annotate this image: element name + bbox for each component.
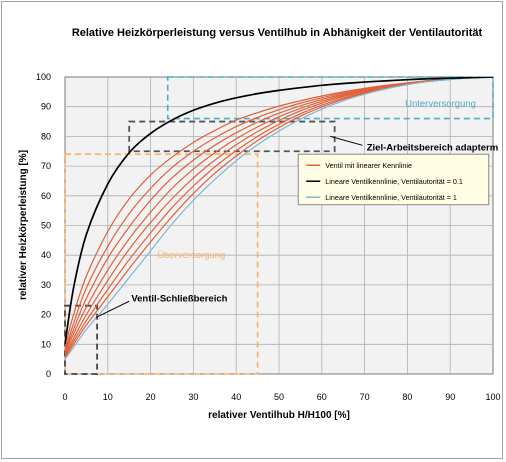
- legend-entry: Lineare Ventilkennlinie, Ventilautorität…: [325, 193, 457, 202]
- series-line: [65, 77, 493, 345]
- x-tick-label: 30: [188, 392, 198, 402]
- legend-box: [297, 153, 490, 206]
- x-axis-label: relativer Ventilhub H/H100 [%]: [208, 410, 350, 421]
- region-label: Ziel-Arbeitsbereich adapterm: [367, 142, 498, 153]
- y-tick-label: 90: [41, 102, 51, 112]
- y-tick-label: 30: [41, 280, 51, 290]
- annotations: Unterversorgung Überversorgung Ziel-Arbeit…: [95, 99, 498, 319]
- x-tick-label: 20: [146, 392, 156, 402]
- x-tick-label: 40: [231, 392, 241, 402]
- series-group: [65, 77, 493, 360]
- chart-title: Relative Heizkörperleistung versus Venti…: [72, 27, 483, 39]
- legend-entry: Ventil mit linearer Kennlinie: [325, 161, 412, 170]
- y-tick-label: 50: [41, 221, 51, 231]
- y-tick-label: 20: [41, 310, 51, 320]
- x-tick-label: 70: [360, 392, 370, 402]
- region-label: Unterversorgung: [405, 99, 476, 110]
- region-box: [64, 153, 259, 375]
- x-tick-label: 80: [402, 392, 412, 402]
- x-tick-label: 50: [274, 392, 284, 402]
- y-tick-label: 60: [41, 191, 51, 201]
- x-tick-label: 90: [445, 392, 455, 402]
- x-tick-label: 10: [103, 392, 113, 402]
- x-tick-label: 100: [485, 392, 500, 402]
- pointer-line: [95, 300, 130, 319]
- y-tick-label: 0: [46, 369, 51, 379]
- tick-labels: 0 10 20 30 40 50 60 70 80 90 100 0 10 20 30 40 50 60 70 80 9…: [36, 72, 501, 402]
- y-tick-label: 40: [41, 250, 51, 260]
- y-axis-label: relativer Heizkörperleistung [%]: [18, 150, 29, 300]
- y-tick-label: 80: [41, 131, 51, 141]
- y-tick-label: 100: [36, 72, 51, 82]
- region-label: Ventil-Schließbereich: [131, 293, 227, 304]
- y-tick-label: 10: [41, 339, 51, 349]
- x-tick-label: 0: [62, 392, 67, 402]
- legend: Ventil mit linearer Kennlinie Lineare Ven…: [297, 153, 490, 206]
- region-box: [166, 76, 494, 120]
- x-tick-label: 60: [317, 392, 327, 402]
- legend-entry: Lineare Ventilkennlinie, Ventilautorität…: [325, 177, 463, 186]
- pointer-line: [330, 135, 363, 146]
- series-line: [65, 77, 493, 360]
- region-label: Überversorgung: [157, 250, 225, 261]
- y-tick-label: 70: [41, 161, 51, 171]
